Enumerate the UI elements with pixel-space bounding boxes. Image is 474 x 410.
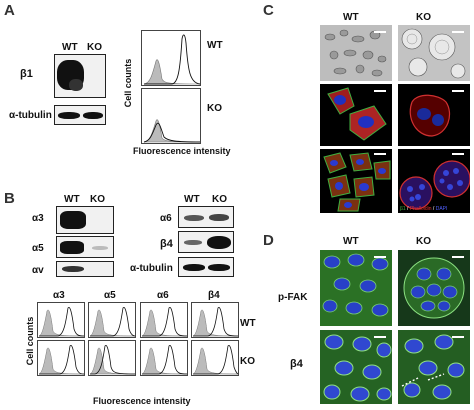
b-tub-blot [178,257,234,277]
b-hist-a3-wt [37,302,85,338]
c-merge-ko: β1 / Phalloidin / DAPI [398,149,470,213]
c-ko-label: KO [416,12,431,23]
c-legend-phalloidin: Phalloidin [409,206,432,212]
c-merge-ko-svg [399,160,470,210]
b-h-b4-label: β4 [208,290,220,301]
d-b4-ko-svg [398,330,470,404]
d-pfak-wt [320,250,392,326]
a-wt-label: WT [62,42,78,53]
panel-letter-a: A [4,2,15,19]
a-beta1-label: β1 [20,68,33,80]
a-ylabel: Cell counts [123,58,133,108]
b-av-blot [56,261,114,277]
c-phase-wt-svg [324,29,387,77]
a-hist-wt-label: WT [207,40,223,51]
b-tub-label: α-tubulin [130,263,173,274]
b-a3-label: α3 [32,213,44,224]
panel-letter-d: D [263,232,274,249]
b-a3-blot [56,206,114,234]
b-ko2-label: KO [212,194,227,205]
b-xlabel: Fluorescence intensity [93,396,191,406]
b-hist-a5-wt [88,302,136,338]
a-hist-ko-curve [143,122,200,143]
a-hist-ko-label: KO [207,103,222,114]
b-hist-b4-wt [191,302,239,338]
c-fluor-ko-svg [409,94,451,137]
d-b4-label: β4 [290,358,303,370]
b-a6-label: α6 [160,213,172,224]
d-pfak-wt-svg [320,250,392,326]
b-hist-a3-ko [37,340,85,376]
b-a5-label: α5 [32,243,44,254]
b-hist-a5-ko [88,340,136,376]
b-hist-a6-ko [140,340,188,376]
d-pfak-label: p-FAK [278,292,308,303]
c-merge-legend: β1 / Phalloidin / DAPI [400,206,447,212]
b-h-a6-label: α6 [157,290,169,301]
a-hist-wt-svg [143,34,200,85]
b-ylabel: Cell counts [25,316,35,366]
b-b4-label: β4 [160,238,173,250]
c-merge-wt [320,149,392,213]
c-legend-sep1: / [405,206,410,212]
b-b4-blot [178,231,234,253]
b-row-ko-label: KO [240,356,255,367]
panel-letter-b: B [4,190,15,207]
b-wt1-label: WT [64,194,80,205]
a-xlabel: Fluorescence intensity [133,146,231,156]
c-legend-dapi: DAPI [435,206,448,212]
d-pfak-ko [398,250,470,326]
a-hist-wt [141,30,201,86]
a-ko-label: KO [87,42,102,53]
c-phase-wt [320,25,392,81]
c-fluor-wt-svg [327,87,387,141]
b-hist-b4-ko [191,340,239,376]
c-merge-wt-svg [323,152,391,212]
b-wt2-label: WT [184,194,200,205]
b-h-a5-label: α5 [104,290,116,301]
a-beta1-blot [54,54,106,98]
b-row-wt-label: WT [240,318,256,329]
a-hist-wt-curve [144,34,200,85]
b-a6-blot [178,206,234,228]
d-b4-wt-svg [320,330,392,404]
a-tubulin-blot [54,105,106,125]
d-pfak-ko-svg [403,257,465,319]
b-hist-a6-wt [140,302,188,338]
a-tubulin-label: α-tubulin [9,110,52,121]
d-ko-label: KO [416,236,431,247]
panel-letter-c: C [263,2,274,19]
b-ko1-label: KO [90,194,105,205]
d-wt-label: WT [343,236,359,247]
d-b4-wt [320,330,392,404]
c-legend-sep2: / [431,206,436,212]
c-fluor-wt [320,84,392,146]
b-a5-blot [56,236,114,258]
c-phase-ko [398,25,470,81]
c-phase-ko-svg [401,28,466,79]
a-hist-ko-iso [143,119,200,143]
d-b4-ko [398,330,470,404]
c-wt-label: WT [343,12,359,23]
a-hist-ko [141,88,201,144]
b-h-a3-label: α3 [53,290,65,301]
b-av-label: αv [32,265,44,276]
c-fluor-ko [398,84,470,146]
a-hist-ko-svg [143,119,200,143]
a-hist-wt-iso [143,59,200,85]
c-legend-b1: β1 [400,206,406,212]
